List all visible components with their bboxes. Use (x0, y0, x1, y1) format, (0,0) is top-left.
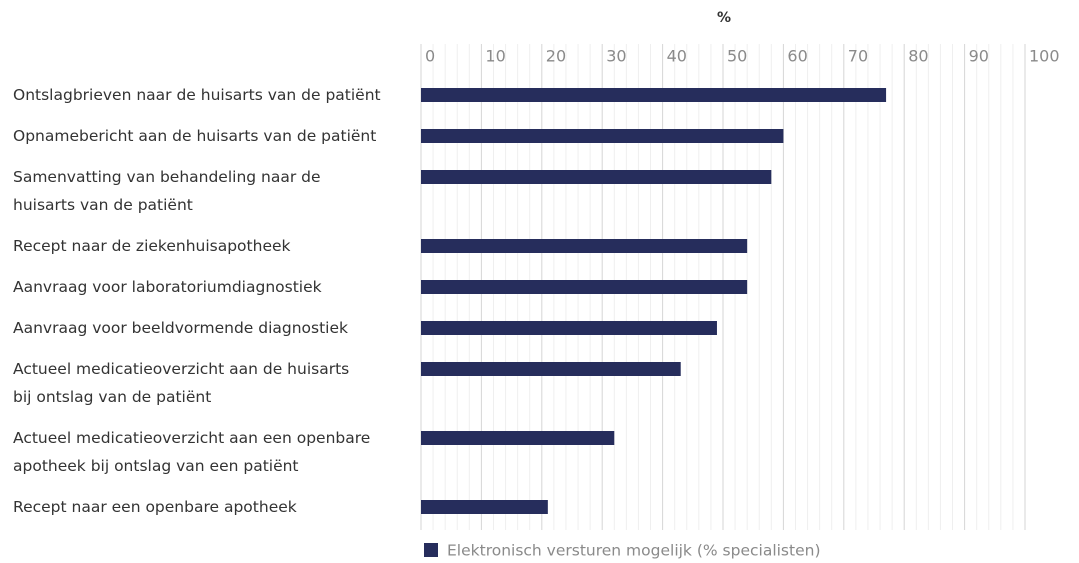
bar (421, 129, 784, 143)
x-tick-label: 20 (546, 47, 566, 66)
x-tick-label: 30 (606, 47, 626, 66)
category-label: Aanvraag voor laboratoriumdiagnostiek (13, 278, 322, 296)
category-label: Recept naar een openbare apotheek (13, 498, 297, 516)
category-label: Actueel medicatieoverzicht aan de huisar… (13, 360, 350, 406)
x-tick-label: 90 (969, 47, 989, 66)
chart-title: % (717, 10, 731, 26)
x-tick-label: 50 (727, 47, 747, 66)
category-label: Ontslagbrieven naar de huisarts van de p… (13, 86, 381, 104)
bar (421, 239, 748, 253)
x-tick-label: 80 (908, 47, 928, 66)
bar (421, 431, 615, 445)
legend-label: Elektronisch versturen mogelijk (% speci… (447, 542, 821, 560)
category-label: Aanvraag voor beeldvormende diagnostiek (13, 319, 349, 337)
bar (421, 321, 717, 335)
bar (421, 500, 548, 514)
bar (421, 88, 887, 102)
category-label: Samenvatting van behandeling naar de hui… (13, 168, 321, 214)
x-tick-label: 70 (848, 47, 868, 66)
x-tick-label: 0 (425, 47, 435, 66)
category-label: Actueel medicatieoverzicht aan een openb… (13, 429, 371, 475)
bar (421, 280, 748, 294)
bar (421, 362, 681, 376)
x-tick-label: 10 (485, 47, 505, 66)
category-label: Opnamebericht aan de huisarts van de pat… (13, 127, 377, 145)
x-tick-label: 100 (1029, 47, 1060, 66)
bar (421, 170, 772, 184)
category-label: Recept naar de ziekenhuisapotheek (13, 237, 291, 255)
legend-swatch (424, 543, 438, 557)
x-tick-label: 60 (787, 47, 807, 66)
x-tick-label: 40 (667, 47, 687, 66)
